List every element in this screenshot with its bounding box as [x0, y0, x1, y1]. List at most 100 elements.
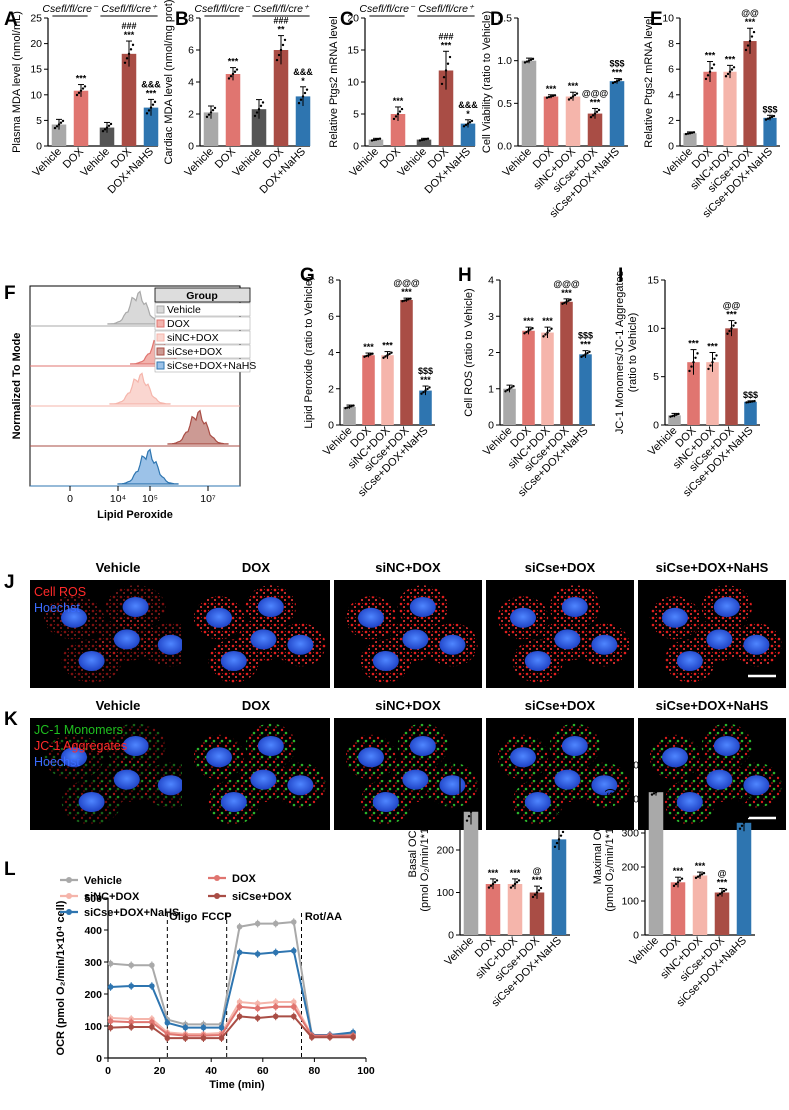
data-point — [290, 999, 297, 1005]
significance-label: *** — [420, 375, 431, 385]
bar — [419, 390, 432, 425]
data-point — [582, 354, 585, 357]
histogram-peak — [167, 409, 229, 445]
y-tick-label: 4 — [188, 77, 194, 89]
stain-label: Cell ROS — [34, 585, 86, 599]
cell-nucleus — [743, 634, 770, 655]
bar — [683, 133, 697, 146]
data-point — [720, 891, 724, 894]
y-axis-label: Maximal OCR — [592, 816, 604, 885]
data-point — [409, 297, 412, 300]
group-label: Csefl/fl/cre⁺ — [418, 3, 475, 15]
cell-nucleus — [510, 747, 536, 768]
data-point — [467, 815, 471, 818]
significance-label: *** — [523, 316, 534, 326]
data-point — [523, 332, 526, 335]
panel-letter-c: C — [340, 9, 354, 30]
legend-marker — [66, 893, 72, 899]
data-point — [728, 329, 731, 333]
data-point — [569, 96, 573, 100]
data-point — [149, 983, 155, 989]
histogram-peak — [117, 448, 179, 485]
data-point — [527, 329, 530, 332]
data-point — [301, 95, 305, 98]
data-point — [236, 999, 243, 1005]
significance-label: *** — [363, 342, 374, 352]
bar — [485, 884, 501, 935]
cell-nucleus — [113, 629, 140, 650]
y-tick-label: 0 — [488, 420, 494, 432]
stain-label: JC-1 Aggregates — [34, 739, 127, 753]
bar — [381, 355, 394, 425]
bar — [507, 884, 523, 935]
data-point — [672, 884, 676, 888]
significance-label: @@@ — [553, 279, 580, 289]
legend-marker — [66, 877, 72, 883]
data-point — [525, 60, 529, 63]
data-point — [281, 43, 285, 47]
legend-label: Vehicle — [84, 875, 122, 887]
bar — [714, 892, 730, 935]
data-point — [676, 881, 680, 884]
significance-label: *** — [76, 74, 87, 84]
legend-title: Group — [186, 290, 218, 302]
legend-header — [154, 287, 251, 303]
x-tick-label: Vehicle — [79, 146, 113, 180]
cell-nucleus — [554, 629, 581, 650]
significance-label: @@ — [741, 8, 759, 18]
data-point — [726, 332, 729, 335]
bar — [522, 330, 535, 425]
y-tick-label: 20 — [30, 38, 42, 50]
significance-label: *** — [739, 803, 750, 813]
column-label: DOX — [242, 560, 271, 575]
data-point — [384, 355, 387, 358]
data-point — [253, 114, 257, 118]
legend-row — [154, 344, 251, 359]
y-tick-label: 0 — [653, 420, 659, 432]
data-point — [290, 948, 297, 954]
chart-c: 0 5 10 15 20 Relative Ptgs2 mRNA level Vehicle… — [328, 3, 478, 196]
data-point — [350, 405, 353, 408]
data-point — [254, 1015, 261, 1021]
significance-label: ### — [273, 16, 288, 26]
data-point — [732, 66, 736, 69]
significance-label: *** — [228, 57, 239, 67]
cell-nucleus — [554, 769, 581, 790]
bar — [560, 301, 573, 425]
significance-label: * — [557, 818, 561, 828]
chart-a: 0 5 10 15 20 25 Plasma MDA level (nmol/mL) Vehi… — [11, 3, 161, 196]
data-point — [103, 128, 107, 131]
bar — [736, 822, 752, 935]
cell-nucleus — [706, 769, 733, 790]
data-point — [123, 61, 127, 64]
roi-j-image-5 — [638, 580, 786, 688]
data-point — [619, 78, 623, 81]
cell-nucleus — [78, 651, 105, 671]
data-point — [382, 356, 385, 359]
data-point — [537, 889, 541, 892]
data-point — [544, 333, 547, 336]
roi-j-image-1 — [30, 580, 206, 688]
data-point — [764, 118, 768, 121]
panel-letter-b: B — [175, 9, 189, 30]
x-tick-label: 0 — [105, 1065, 111, 1077]
data-point — [724, 75, 728, 78]
data-point — [772, 114, 776, 118]
data-point — [593, 112, 597, 115]
bar — [529, 892, 545, 935]
data-point — [396, 112, 400, 116]
data-point — [164, 1031, 171, 1037]
data-point — [147, 109, 151, 112]
significance-label: *** — [542, 316, 553, 326]
significance-label: $$$ — [743, 390, 758, 400]
data-point — [690, 131, 694, 134]
injection-label: FCCP — [202, 911, 232, 923]
x-tick-label: 10⁷ — [200, 493, 216, 505]
significance-label: *** — [580, 340, 591, 350]
data-point — [426, 387, 429, 391]
cell-nucleus — [220, 792, 247, 812]
x-tick-label: Vehicle — [396, 146, 430, 180]
data-point — [236, 949, 243, 956]
data-point — [545, 96, 549, 99]
data-point — [303, 91, 307, 95]
